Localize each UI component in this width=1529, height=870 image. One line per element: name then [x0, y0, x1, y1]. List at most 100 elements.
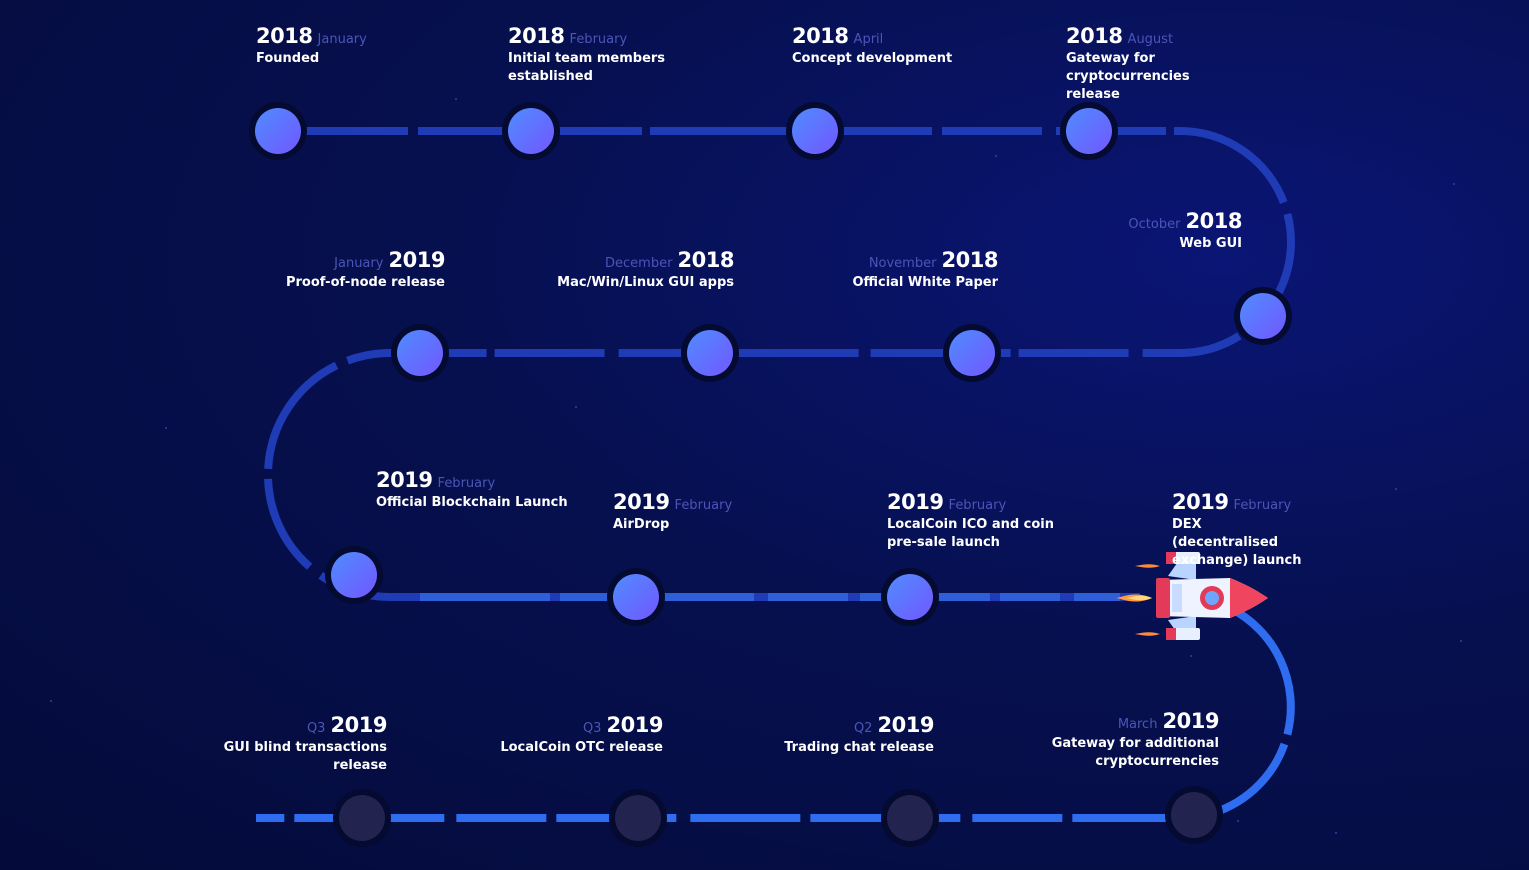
milestone-description: LocalCoin ICO and coin pre-sale launch: [887, 517, 1055, 550]
milestone-description: Trading chat release: [784, 740, 934, 755]
milestone-label: 2019 February Official Blockchain Launch: [376, 468, 568, 512]
milestone-node: [786, 102, 844, 160]
milestone-label: March 2019 Gateway for additional cryptoc…: [1049, 709, 1220, 771]
star: [1453, 183, 1455, 185]
milestone-date: 2019 February: [887, 490, 1057, 518]
milestone-period: January: [317, 32, 367, 47]
milestone-node: [943, 324, 1001, 382]
milestone-label: October 2018 Web GUI: [1128, 209, 1242, 253]
milestone-year: 2018: [677, 248, 735, 272]
milestone-node: [502, 102, 560, 160]
milestone-node: [607, 568, 665, 626]
milestone-description: Founded: [256, 51, 320, 66]
milestone-year: 2019: [613, 490, 670, 514]
milestone-period: December: [605, 256, 673, 271]
star: [995, 155, 997, 157]
milestone-date: 2018 February: [508, 24, 668, 52]
milestone-node-upcoming: [615, 795, 661, 841]
milestone-period: January: [334, 256, 384, 271]
milestone-label: 2018 January Founded: [256, 24, 367, 68]
milestone-date: 2018 January: [256, 24, 367, 52]
milestone-description: AirDrop: [613, 517, 670, 532]
milestone-node-done: [887, 574, 933, 620]
milestone-node-done: [792, 108, 838, 154]
milestone-node-done: [613, 574, 659, 620]
milestone-period: April: [853, 32, 884, 47]
milestone-period: February: [948, 498, 1007, 513]
milestone-node: [681, 324, 739, 382]
milestone-node-done: [255, 108, 301, 154]
milestone-label: November 2018 Official White Paper: [852, 248, 998, 292]
milestone-period: March: [1117, 717, 1158, 732]
milestone-node-done: [949, 330, 995, 376]
milestone-description: Mac/Win/Linux GUI apps: [557, 275, 734, 290]
milestone-period: February: [569, 32, 628, 47]
milestone-label: December 2018 Mac/Win/Linux GUI apps: [557, 248, 734, 292]
milestone-label: 2019 February LocalCoin ICO and coin pre-…: [887, 490, 1057, 552]
milestone-label: January 2019 Proof-of-node release: [285, 248, 446, 292]
milestone-year: 2019: [330, 713, 388, 737]
milestone-description: Official White Paper: [852, 275, 998, 290]
milestone-node: [609, 789, 667, 847]
milestone-year: 2018: [1066, 24, 1123, 48]
milestone-description: DEX (decentralised exchange) launch: [1172, 517, 1302, 568]
milestone-node-done: [508, 108, 554, 154]
milestone-description: GUI blind transactions release: [223, 740, 387, 773]
star: [1335, 832, 1337, 834]
milestone-description: Web GUI: [1179, 236, 1242, 251]
milestone-node: [881, 789, 939, 847]
star: [50, 700, 52, 702]
milestone-year: 2019: [877, 713, 935, 737]
milestone-node-done: [331, 552, 377, 598]
milestone-description: Proof-of-node release: [285, 275, 445, 290]
star: [1190, 655, 1192, 657]
milestone-node-done: [1240, 293, 1286, 339]
milestone-label: Q2 2019 Trading chat release: [784, 713, 934, 757]
milestone-node-done: [687, 330, 733, 376]
milestone-node: [1234, 287, 1292, 345]
star: [165, 427, 167, 429]
milestone-year: 2018: [792, 24, 849, 48]
milestone-date: 2018 April: [792, 24, 952, 52]
milestone-label: 2018 April Concept development: [792, 24, 952, 68]
milestone-date: 2019 February: [376, 468, 568, 496]
star: [575, 406, 577, 408]
milestone-description: Concept development: [792, 51, 953, 66]
milestone-year: 2019: [1172, 490, 1229, 514]
milestone-node-done: [1066, 108, 1112, 154]
milestone-description: Gateway for additional cryptocurrencies: [1051, 736, 1219, 769]
milestone-year: 2018: [508, 24, 565, 48]
milestone-date: 2018 August: [1066, 24, 1246, 52]
milestone-year: 2018: [1185, 209, 1243, 233]
milestone-year: 2019: [1162, 709, 1220, 733]
milestone-description: LocalCoin OTC release: [500, 740, 663, 755]
milestone-node: [1165, 786, 1223, 844]
milestone-year: 2018: [256, 24, 313, 48]
milestone-date: January 2019: [286, 248, 445, 276]
milestone-year: 2019: [606, 713, 664, 737]
milestone-node-done: [397, 330, 443, 376]
milestone-date: Q2 2019: [784, 713, 935, 741]
milestone-date: October 2018: [1128, 209, 1242, 237]
star: [455, 98, 457, 100]
milestone-node: [1060, 102, 1118, 160]
milestone-node-upcoming: [1171, 792, 1217, 838]
milestone-period: August: [1127, 32, 1174, 47]
milestone-year: 2019: [376, 468, 433, 492]
milestone-label: Q3 2019 GUI blind transactions release: [217, 713, 388, 775]
milestone-node-upcoming: [887, 795, 933, 841]
milestone-year: 2019: [887, 490, 944, 514]
milestone-node: [881, 568, 939, 626]
milestone-label: 2019 February DEX (decentralised exchange…: [1172, 490, 1312, 570]
milestone-year: 2018: [941, 248, 999, 272]
milestone-label: 2018 February Initial team members establ…: [508, 24, 668, 86]
milestone-description: Gateway for cryptocurrencies release: [1066, 51, 1190, 102]
milestone-period: February: [674, 498, 733, 513]
milestone-date: 2019 February: [613, 490, 732, 518]
milestone-node: [391, 324, 449, 382]
milestone-description: Initial team members established: [508, 51, 666, 84]
milestone-node: [333, 789, 391, 847]
rocket-icon: [1116, 552, 1268, 640]
milestone-period: Q3: [582, 721, 602, 736]
